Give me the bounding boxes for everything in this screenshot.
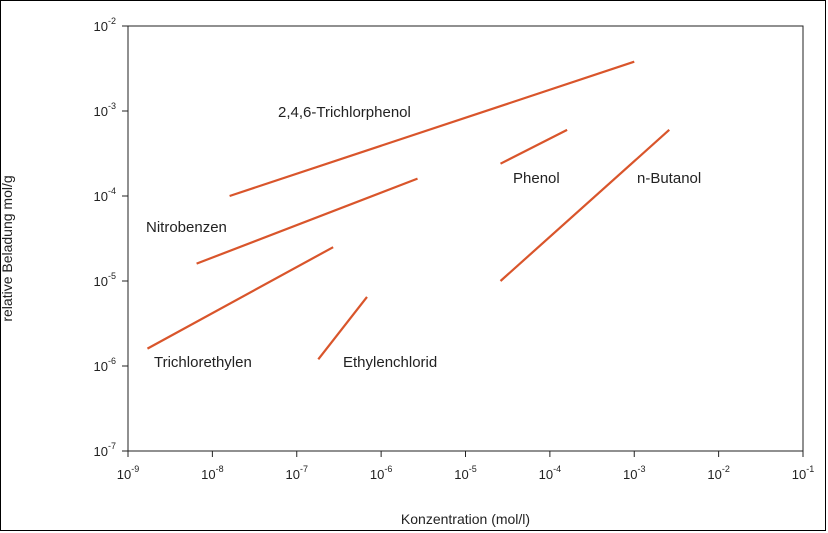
y-tick-label: 10-2 — [94, 16, 116, 34]
axis-ticks: 10-9 10-8 10-7 10-6 10-5 10-4 10-3 10-2 10-1 10-7… — [94, 16, 815, 482]
series-labels: 2,4,6-Trichlorphenol Nitrobenzen Trichlore… — [146, 104, 701, 371]
series-line-n-butanol — [499, 129, 670, 282]
x-tick-label: 10-8 — [201, 464, 223, 482]
y-tick-label: 10-6 — [94, 356, 116, 374]
plot-area — [127, 25, 804, 452]
series-line-ethylenchlorid — [317, 296, 368, 360]
x-tick-label: 10-2 — [707, 464, 729, 482]
series-label-phenol: Phenol — [513, 170, 560, 187]
series-line-nitrobenzen — [196, 177, 418, 265]
x-tick-label: 10-9 — [117, 464, 139, 482]
series-label-nitrobenzen: Nitrobenzen — [146, 219, 227, 236]
x-tick-label: 10-6 — [370, 464, 392, 482]
series-line-trichlorethylen — [146, 246, 334, 350]
x-tick-label: 10-7 — [286, 464, 308, 482]
series-label-ethylenchlorid: Ethylenchlorid — [343, 354, 437, 371]
x-tick-label: 10-3 — [623, 464, 645, 482]
series-label-trichlorethylen: Trichlorethylen — [154, 354, 252, 371]
y-axis-title: relative Beladung mol/g — [0, 175, 15, 321]
series-label-n-butanol: n-Butanol — [637, 170, 701, 187]
x-tick-label: 10-4 — [539, 464, 561, 482]
series-line-2-4-6-trichlorphenol — [229, 60, 635, 198]
y-tick-label: 10-4 — [94, 186, 116, 204]
series-line-phenol — [500, 128, 568, 165]
series-label-2-4-6-trichlorphenol: 2,4,6-Trichlorphenol — [278, 104, 411, 121]
y-tick-label: 10-7 — [94, 441, 116, 459]
series-lines — [146, 60, 670, 360]
y-tick-label: 10-3 — [94, 101, 116, 119]
x-axis-title: Konzentration (mol/l) — [401, 511, 530, 527]
x-tick-label: 10-1 — [792, 464, 814, 482]
x-tick-label: 10-5 — [454, 464, 476, 482]
y-tick-label: 10-5 — [94, 271, 116, 289]
